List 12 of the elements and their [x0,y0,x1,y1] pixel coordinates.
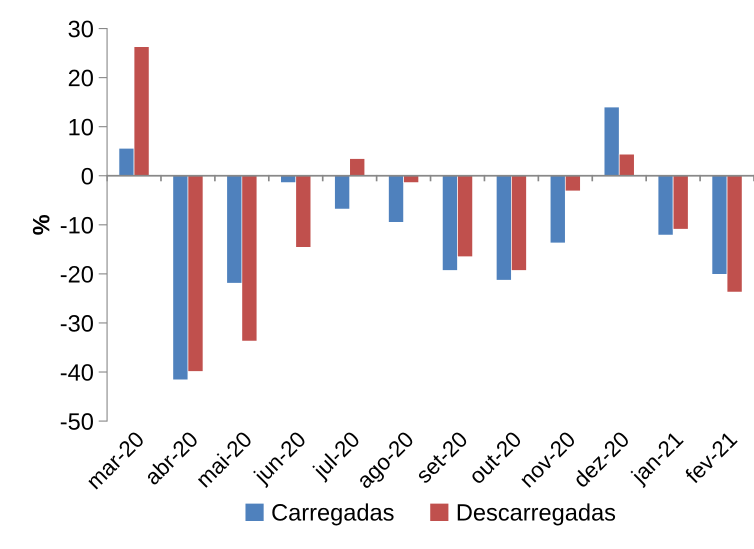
y-axis-title: % [32,214,50,235]
y-tick-label: 20 [68,70,93,86]
y-tick-label: 10 [69,118,93,136]
legend-label: Descarregadas [458,503,616,526]
y-tick-label: 30 [68,20,93,38]
legend-label: Carregadas [272,503,394,526]
y-tick-label: -50 [60,413,93,430]
y-tick-label: -20 [60,266,93,283]
y-tick-label: -40 [60,364,93,381]
y-tick-label: 0 [82,168,93,185]
y-tick-label: -10 [60,216,93,234]
y-tick-label: -30 [60,315,93,332]
